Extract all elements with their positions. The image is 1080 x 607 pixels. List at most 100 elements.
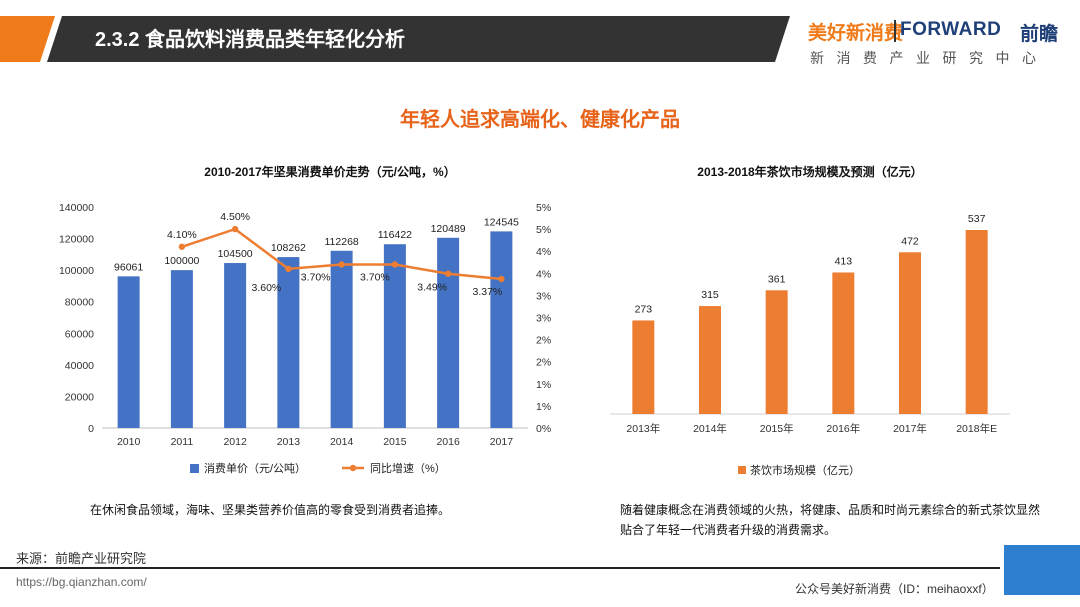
tea-bar-label: 472 — [901, 235, 919, 247]
x-tick-label: 2016 — [436, 436, 460, 448]
growth-point — [285, 265, 292, 273]
brand-tagline: 新消费产业研究中心 — [810, 50, 1049, 66]
header-accent-stripe — [0, 16, 55, 62]
tea-bar — [965, 230, 988, 414]
y-right-tick-label: 5% — [536, 224, 551, 236]
price-bar-label: 120489 — [431, 223, 466, 235]
wechat-id: 公众号美好新消费（ID：meihaoxxf） — [795, 582, 994, 596]
growth-point — [178, 243, 186, 250]
growth-point — [444, 270, 452, 277]
legend-price-label: 消费单价（元/公吨） — [204, 461, 306, 475]
price-bar-label: 100000 — [164, 255, 199, 267]
legend-tea-label: 茶饮市场规模（亿元） — [750, 463, 860, 477]
x-tick-label: 2015年 — [760, 422, 794, 435]
footer-divider — [0, 567, 1000, 569]
x-tick-label: 2014年 — [693, 422, 727, 435]
price-bar — [277, 257, 300, 428]
y-right-tick-label: 1% — [536, 401, 551, 413]
source-url[interactable]: https://bg.qianzhan.com/ — [16, 575, 147, 589]
brand-en-name: FORWARD — [900, 19, 1002, 40]
y-right-tick-label: 4% — [536, 246, 551, 258]
y-left-tick-label: 20000 — [65, 391, 94, 403]
price-bar — [383, 244, 406, 428]
price-bar-label: 104500 — [218, 248, 253, 260]
y-left-tick-label: 40000 — [65, 360, 94, 372]
growth-point — [338, 261, 345, 268]
brand-separator — [894, 20, 896, 42]
price-bar-label: 124545 — [484, 216, 519, 228]
left-caption: 在休闲食品领域，海味、坚果类营养价值高的零食受到消费者追捧。 — [90, 503, 451, 517]
legend-tea-swatch — [738, 466, 746, 474]
x-tick-label: 2010 — [117, 436, 141, 448]
tea-bar — [832, 272, 855, 414]
x-tick-label: 2012 — [223, 436, 247, 448]
y-right-tick-label: 4% — [536, 268, 551, 280]
growth-point-label: 3.70% — [360, 271, 390, 283]
right-chart-title: 2013-2018年茶饮市场规模及预测（亿元） — [697, 165, 923, 179]
y-left-tick-label: 100000 — [59, 265, 94, 277]
x-tick-label: 2017年 — [893, 422, 927, 435]
price-bar-label: 116422 — [378, 229, 412, 241]
y-left-tick-label: 140000 — [59, 202, 94, 214]
x-tick-label: 2015 — [383, 436, 407, 448]
tea-bar — [632, 320, 655, 414]
y-right-tick-label: 1% — [536, 379, 551, 391]
legend-growth-swatch-dot — [349, 464, 357, 472]
y-right-tick-label: 3% — [536, 313, 551, 325]
legend-growth-label: 同比增速（%） — [370, 461, 446, 475]
x-tick-label: 2013年 — [626, 422, 660, 435]
y-left-tick-label: 80000 — [65, 297, 94, 309]
x-tick-label: 2013 — [277, 436, 301, 448]
x-tick-label: 2018年E — [956, 422, 997, 435]
main-heading: 年轻人追求高端化、健康化产品 — [400, 109, 680, 131]
growth-point — [231, 225, 239, 233]
header-dark-band — [47, 16, 790, 62]
price-bar — [170, 270, 193, 428]
price-bar — [330, 250, 353, 428]
y-left-tick-label: 120000 — [59, 234, 94, 246]
nut-price-chart: 0 20000 40000 60000 80000 100000 120000 140000 0… — [59, 202, 551, 475]
growth-point — [391, 261, 399, 268]
x-tick-label: 2016年 — [826, 422, 860, 435]
growth-point-label: 3.49% — [417, 282, 447, 294]
y-right-tick-label: 2% — [536, 357, 551, 369]
y-left-tick-label: 0 — [88, 423, 94, 435]
tea-bar-label: 361 — [768, 273, 786, 285]
source-note: 来源：前瞻产业研究院 — [16, 551, 147, 566]
header-band — [0, 16, 790, 62]
footer-accent-box — [1004, 545, 1080, 595]
tea-bar — [765, 290, 788, 414]
x-tick-label: 2011 — [171, 436, 194, 448]
legend-price-swatch — [190, 464, 199, 473]
price-bar-label: 96061 — [114, 261, 143, 273]
tea-bar-label: 413 — [835, 255, 853, 267]
y-right-tick-label: 2% — [536, 335, 551, 347]
price-bar — [437, 237, 460, 428]
tea-bar — [899, 252, 921, 414]
tea-market-chart: 273 2013年 315 2014年 361 2015年 413 2016年 472 2017年… — [610, 213, 1010, 477]
tea-bar — [699, 306, 721, 414]
y-right-tick-label: 0% — [536, 423, 551, 435]
growth-point-label: 3.37% — [472, 286, 502, 298]
growth-point-label: 4.10% — [167, 229, 197, 241]
growth-point-label: 3.60% — [251, 282, 281, 294]
section-title: 2.3.2 食品饮料消费品类年轻化分析 — [95, 29, 406, 51]
growth-point-label: 4.50% — [220, 211, 250, 223]
price-bar-label: 108262 — [271, 242, 306, 254]
left-chart-title: 2010-2017年坚果消费单价走势（元/公吨，%） — [204, 165, 456, 179]
growth-point — [498, 275, 505, 283]
y-right-tick-label: 5% — [536, 202, 551, 214]
price-bar — [224, 263, 247, 428]
x-tick-label: 2014 — [330, 436, 354, 448]
tea-bar-label: 315 — [701, 289, 719, 301]
y-right-tick-label: 3% — [536, 290, 551, 302]
price-bar-label: 112268 — [324, 236, 358, 248]
y-left-tick-label: 60000 — [65, 328, 94, 340]
tea-bar-label: 273 — [635, 303, 653, 315]
price-bar — [117, 276, 140, 428]
tea-bar-label: 537 — [968, 213, 986, 225]
right-caption: 随着健康概念在消费领域的火热，将健康、品质和时尚元素综合的新式茶饮显然贴合了年轻… — [620, 503, 1041, 537]
price-bar — [490, 231, 513, 428]
brand-logo: 美好新消费 FORWARD 前瞻 新消费产业研究中心 — [808, 18, 1068, 68]
brand-cn-name: 美好新消费 — [808, 23, 904, 44]
